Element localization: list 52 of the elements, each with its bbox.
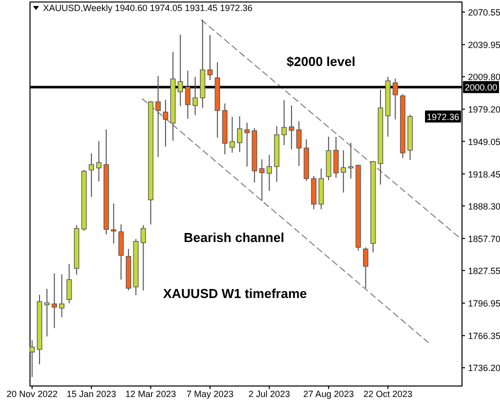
candlestick	[192, 76, 198, 116]
x-tick-label: 2 Jul 2023	[248, 389, 290, 399]
candlestick	[333, 136, 339, 178]
x-tick-label: 7 May 2023	[186, 389, 234, 399]
candlestick	[363, 246, 368, 289]
y-tick-label: 2070.55	[468, 8, 500, 18]
candlestick	[155, 75, 161, 158]
x-tick-label: 22 Oct 2023	[363, 389, 412, 399]
candlestick	[266, 154, 272, 192]
candlestick	[96, 140, 102, 182]
annotation: Bearish channel	[184, 230, 284, 245]
candlestick	[392, 78, 398, 120]
annotation: 1972.36	[426, 112, 460, 122]
y-tick-label: 1857.70	[468, 234, 500, 244]
x-tick-label: 20 Nov 2022	[6, 389, 58, 399]
y-tick-label: 1796.95	[468, 298, 500, 309]
candlestick	[162, 99, 168, 148]
candlestick	[29, 340, 35, 378]
y-tick-label: 2009.80	[468, 72, 500, 82]
candlestick	[281, 100, 287, 146]
chart-title: XAUUSD,Weekly 1940.60 1974.05 1931.45 1972.36	[43, 3, 252, 13]
candlestick	[178, 34, 183, 107]
candlestick	[59, 274, 64, 318]
candlestick	[288, 105, 294, 150]
y-tick-label: 1918.45	[468, 169, 500, 180]
candlestick	[66, 263, 72, 304]
ref-line-label: 2000.00	[464, 82, 498, 93]
candlestick	[111, 202, 116, 244]
candlestick	[230, 116, 235, 154]
candlestick	[237, 116, 242, 152]
y-tick-label: 1766.35	[468, 331, 500, 342]
y-tick-label: 1736.20	[468, 363, 500, 374]
candlestick	[244, 122, 250, 168]
candlestick	[296, 120, 302, 166]
candlestick	[348, 142, 354, 180]
candlestick	[259, 158, 265, 202]
candlestick	[140, 224, 146, 292]
annotation: XAUUSD W1 timeframe	[163, 286, 307, 301]
y-tick-label: 2039.95	[468, 40, 500, 50]
y-tick-label: 1949.05	[468, 136, 500, 147]
x-tick-label: 12 Mar 2023	[125, 389, 176, 399]
x-tick-label: 27 Aug 2023	[303, 389, 354, 399]
x-tick-label: 15 Jan 2023	[66, 389, 116, 399]
annotation: $2000 level	[286, 54, 356, 69]
y-tick-label: 1979.20	[468, 104, 500, 115]
candlestick	[118, 224, 124, 280]
y-tick-label: 1888.30	[468, 201, 500, 212]
y-tick-label: 1827.55	[468, 266, 500, 276]
candlestick	[88, 152, 94, 198]
candlestick	[185, 70, 190, 120]
candlestick	[207, 34, 213, 81]
candlestick	[52, 272, 57, 329]
